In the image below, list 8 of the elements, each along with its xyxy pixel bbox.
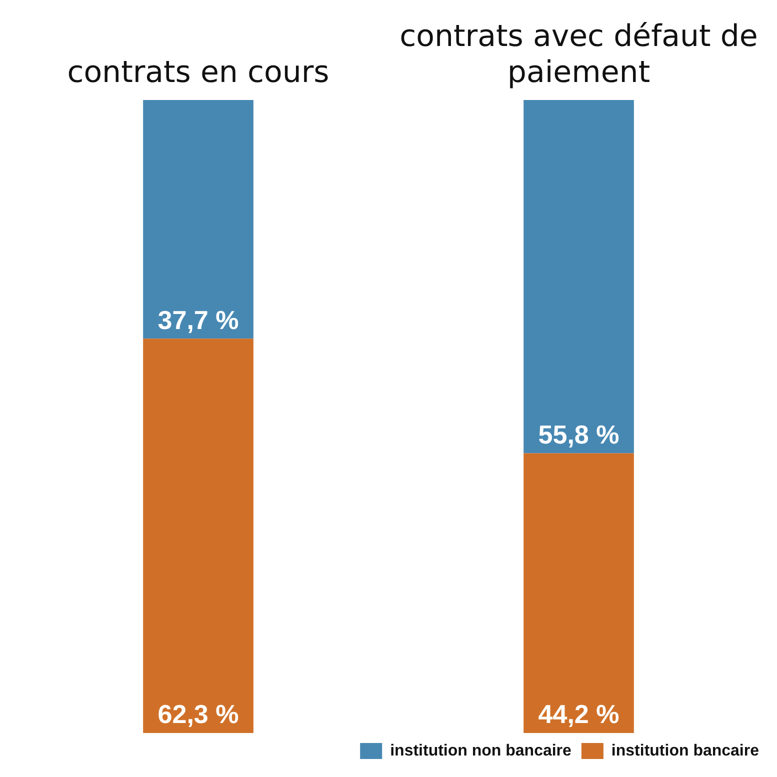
- legend-label: institution bancaire: [611, 742, 760, 760]
- x-tick-label: contrats avec défaut de paiement: [400, 18, 758, 90]
- data-label: 55,8 %: [538, 419, 620, 450]
- data-label: 62,3 %: [158, 699, 239, 730]
- data-label: 37,7 %: [158, 304, 239, 335]
- legend-label: institution non bancaire: [390, 742, 572, 760]
- x-tick-label: contrats en cours: [67, 54, 330, 90]
- data-label: 44,2 %: [538, 699, 620, 730]
